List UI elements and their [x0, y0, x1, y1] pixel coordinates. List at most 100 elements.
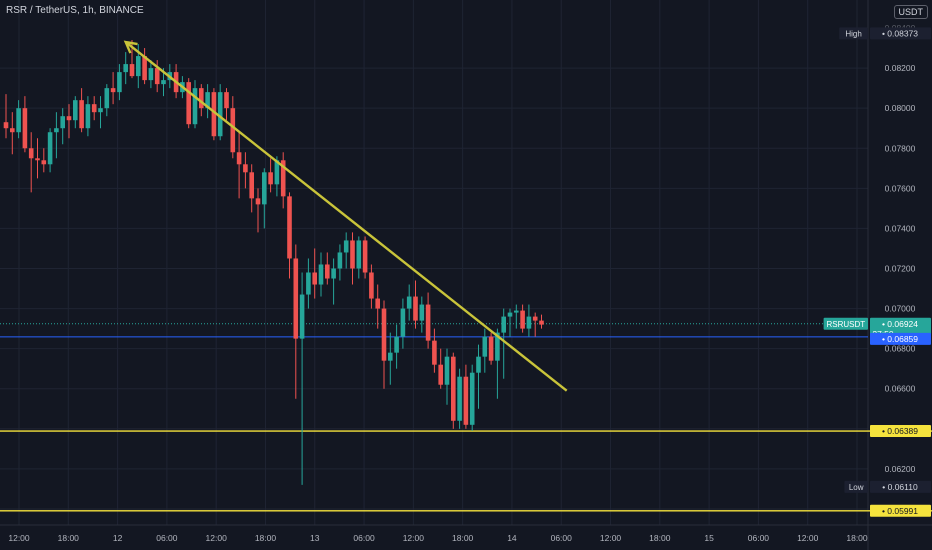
candle-body: [268, 172, 273, 185]
candle-body: [129, 64, 135, 77]
candle: [28, 132, 34, 193]
candle-body: [136, 56, 141, 77]
candle-body: [186, 82, 191, 125]
candle: [236, 132, 242, 199]
candle-body: [451, 356, 456, 421]
candle-body: [501, 316, 506, 333]
time-tick-label: 06:00: [551, 533, 573, 543]
support-1-badge-bg: [870, 425, 931, 438]
candle: [394, 324, 399, 369]
candle: [482, 328, 488, 373]
high-tag: High: [839, 27, 868, 40]
candle: [217, 84, 223, 141]
price-tick-label: 0.06800: [885, 344, 916, 354]
candle-body: [54, 128, 59, 133]
candle-body: [514, 310, 519, 313]
support-2-badge: • 0.05991: [870, 504, 931, 517]
candle-body: [438, 364, 443, 385]
candle-body: [495, 332, 500, 361]
candle-body: [22, 108, 28, 149]
time-axis: 12:00 18:00 12 06:00 12:00 18:00 13 06:00 12:00 1…: [8, 533, 868, 543]
candle-body: [337, 252, 343, 269]
candle-body: [507, 312, 513, 317]
candle-body: [381, 308, 387, 361]
candle: [469, 364, 475, 431]
time-tick-label: 12:00: [206, 533, 228, 543]
time-tick-label: 12: [113, 533, 123, 543]
candle: [3, 94, 9, 139]
candle-body: [205, 92, 210, 109]
price-tick-label: 0.06200: [885, 464, 916, 474]
candle: [457, 368, 462, 429]
candle: [331, 258, 336, 305]
time-tick-label: 18:00: [58, 533, 80, 543]
candle: [186, 78, 191, 129]
candle-body: [66, 116, 72, 121]
candle: [110, 72, 116, 105]
support-2-badge-bg: [870, 504, 931, 517]
candle: [400, 298, 406, 349]
candle-body: [356, 240, 362, 269]
blue-level-badge: • 0.06859: [870, 332, 931, 345]
candle: [463, 364, 469, 429]
candle: [10, 112, 15, 155]
candle-body: [394, 336, 399, 353]
time-tick-label: 18:00: [649, 533, 671, 543]
candle-body: [369, 272, 374, 299]
candle-body: [287, 196, 292, 259]
low-tag: Low: [844, 480, 868, 493]
candle-body: [211, 92, 217, 137]
candle: [419, 296, 425, 333]
candle-body: [117, 72, 122, 93]
time-tick-label: 18:00: [452, 533, 474, 543]
candle-body: [457, 376, 462, 421]
candle: [22, 96, 28, 153]
candle: [199, 84, 204, 117]
candle: [299, 272, 305, 485]
candle-body: [425, 304, 431, 341]
candle-body: [325, 264, 330, 279]
low-tag-label: Low: [849, 483, 864, 492]
candle: [243, 152, 248, 189]
candle-body: [343, 240, 349, 253]
candle: [98, 96, 103, 129]
time-tick-label: 06:00: [156, 533, 178, 543]
candle-body: [110, 88, 116, 93]
price-axis: 0.084000.082000.080000.078000.076000.074…: [885, 23, 916, 514]
candle: [539, 314, 544, 329]
candle: [526, 304, 532, 337]
candle: [205, 84, 210, 119]
candle: [451, 352, 456, 429]
trendline[interactable]: [124, 41, 568, 392]
high-tag-label: High: [845, 29, 861, 38]
candle: [488, 332, 494, 365]
candle: [413, 280, 418, 329]
candle-body: [406, 296, 412, 309]
time-tick-label: 12:00: [600, 533, 622, 543]
candle: [337, 244, 343, 281]
candle-body: [488, 336, 494, 361]
candle: [35, 138, 40, 179]
candle-body: [28, 148, 34, 159]
candle: [192, 80, 198, 129]
candle: [142, 48, 147, 85]
candle-body: [73, 100, 78, 121]
time-tick-label: 18:00: [255, 533, 277, 543]
candle: [476, 344, 481, 409]
currency-button[interactable]: USDT: [893, 5, 928, 19]
candle-body: [280, 160, 286, 197]
support-2-badge-value: • 0.05991: [882, 506, 918, 516]
candle-body: [91, 104, 97, 113]
last-price-value: • 0.06924: [882, 319, 918, 329]
candle-body: [249, 172, 254, 199]
candle: [343, 232, 349, 269]
price-tick-label: 0.08200: [885, 63, 916, 73]
candle-body: [98, 108, 103, 113]
candle: [350, 232, 355, 285]
candle: [262, 168, 267, 229]
time-tick-label: 13: [310, 533, 320, 543]
candle-body: [60, 116, 65, 129]
candle: [79, 88, 84, 133]
candle-body: [79, 100, 84, 129]
